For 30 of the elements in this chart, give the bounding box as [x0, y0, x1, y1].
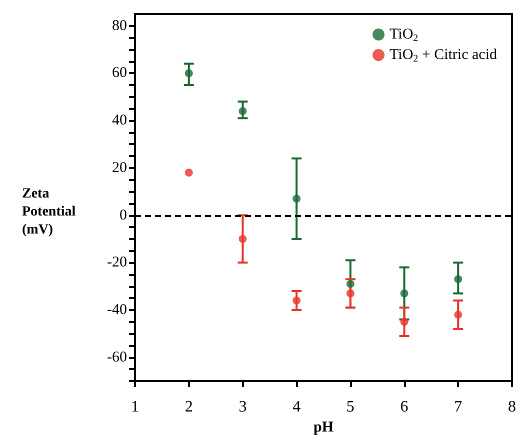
- x-tick-label: 3: [238, 398, 247, 416]
- x-tick-label: 6: [400, 398, 408, 416]
- point: [292, 194, 301, 203]
- y-tick-label: -60: [107, 349, 127, 366]
- point: [400, 289, 408, 298]
- x-tick-label: 8: [508, 398, 516, 416]
- x-tick-label: 4: [292, 398, 301, 416]
- x-tick-label: 7: [454, 398, 462, 416]
- y-tick-label: 60: [112, 65, 127, 82]
- y-tick-label: -20: [107, 254, 127, 271]
- point: [184, 69, 193, 78]
- point: [454, 310, 462, 319]
- x-tick-label: 1: [131, 398, 139, 416]
- y-tick-label: 40: [112, 112, 127, 129]
- point: [454, 275, 462, 284]
- y-tick-label: 80: [112, 18, 127, 34]
- point: [400, 318, 408, 326]
- point: [238, 234, 247, 243]
- x-tick-label: 5: [346, 398, 354, 416]
- y-tick-label: 20: [112, 160, 127, 176]
- point: [292, 296, 301, 304]
- y-axis-title: Zeta Potential (mV): [22, 186, 80, 238]
- y-tick-label: 0: [120, 207, 127, 224]
- point: [346, 289, 354, 298]
- point: [184, 168, 193, 177]
- point: [238, 107, 247, 116]
- x-tick-label: 2: [184, 398, 193, 416]
- y-tick-label: -40: [107, 302, 127, 318]
- x-axis-title: pH: [313, 419, 334, 436]
- point: [346, 280, 354, 288]
